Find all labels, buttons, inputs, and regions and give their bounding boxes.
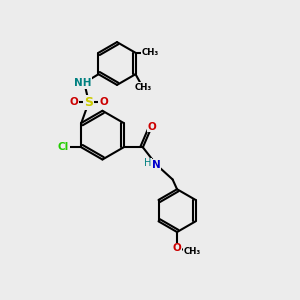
Text: O: O xyxy=(147,122,156,131)
Text: CH₃: CH₃ xyxy=(134,83,152,92)
Text: Cl: Cl xyxy=(58,142,69,152)
Text: O: O xyxy=(70,97,78,107)
Text: NH: NH xyxy=(74,78,92,88)
Text: H: H xyxy=(144,158,152,168)
Text: N: N xyxy=(152,160,161,170)
Text: S: S xyxy=(84,96,93,109)
Text: O: O xyxy=(99,97,108,107)
Text: O: O xyxy=(173,243,182,254)
Text: CH₃: CH₃ xyxy=(142,48,159,57)
Text: CH₃: CH₃ xyxy=(183,247,200,256)
